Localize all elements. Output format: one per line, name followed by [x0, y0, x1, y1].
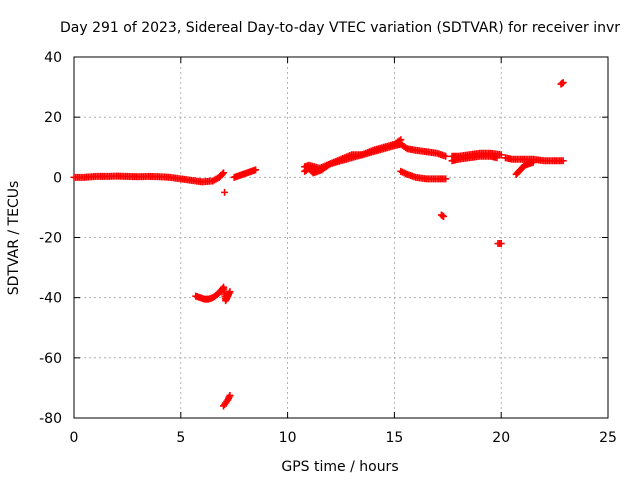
y-tick-label: -40	[39, 291, 62, 307]
data-point	[442, 152, 450, 160]
data-point	[220, 169, 228, 177]
data-point	[221, 188, 229, 196]
data-point	[442, 175, 450, 183]
x-tick-label: 0	[70, 430, 79, 446]
y-tick-label: -20	[39, 231, 62, 247]
x-tick-label: 15	[385, 430, 403, 446]
data-point	[497, 151, 505, 159]
y-tick-label: 20	[44, 110, 62, 126]
y-tick-label: -60	[39, 351, 62, 367]
x-axis-label: GPS time / hours	[281, 459, 398, 475]
data-point	[497, 240, 505, 248]
data-marks	[70, 79, 567, 410]
data-point	[493, 154, 501, 162]
x-tick-label: 20	[492, 430, 510, 446]
data-point	[226, 288, 234, 296]
x-tick-label: 25	[599, 430, 617, 446]
y-tick-label: -80	[39, 411, 62, 427]
x-tick-label: 10	[279, 430, 297, 446]
data-point	[559, 157, 567, 165]
y-tick-label: 40	[44, 50, 62, 66]
data-point	[252, 166, 260, 174]
data-point	[218, 170, 226, 178]
chart-title: Day 291 of 2023, Sidereal Day-to-day VTE…	[60, 20, 620, 36]
axes-ticks: 0 5 10 15 20 25 -80 -60 -40 -20 0 20 40	[39, 50, 617, 446]
data-point	[440, 212, 448, 220]
data-point	[226, 391, 234, 399]
grid	[74, 57, 608, 418]
data-point	[529, 158, 537, 166]
x-tick-label: 5	[176, 430, 185, 446]
y-tick-label: 0	[53, 170, 62, 186]
y-axis-label: SDTVAR / TECUs	[6, 181, 22, 296]
data-point	[397, 136, 405, 144]
data-point	[559, 79, 567, 87]
